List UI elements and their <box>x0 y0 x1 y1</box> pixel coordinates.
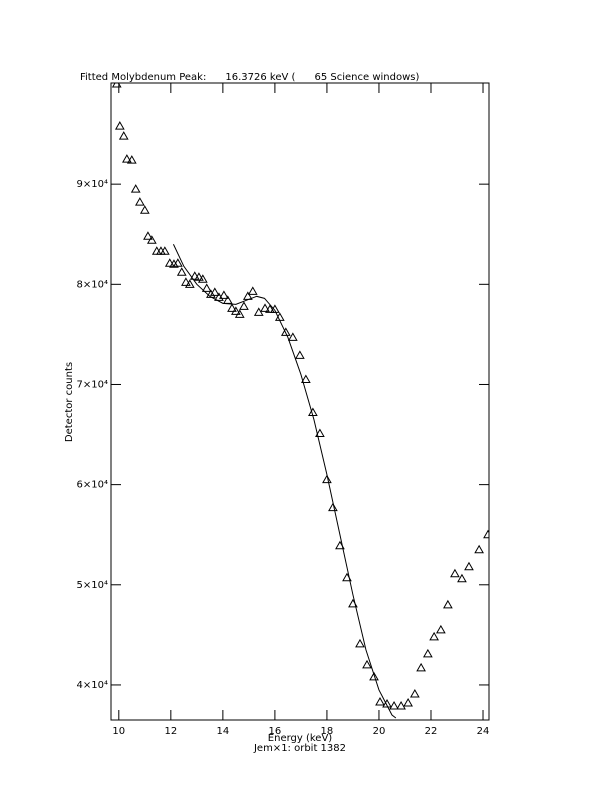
data-point <box>139 205 150 214</box>
data-point <box>126 155 137 164</box>
data-point <box>436 624 446 634</box>
data-point <box>457 573 467 583</box>
data-point <box>315 428 325 438</box>
data-point <box>375 696 385 706</box>
data-point <box>181 277 191 286</box>
data-point <box>114 121 125 130</box>
data-point <box>416 662 426 672</box>
x-tick-label: 16 <box>269 726 282 737</box>
plot-frame <box>110 82 490 721</box>
fit-line <box>172 244 397 719</box>
y-tick-label: 8×10⁴ <box>77 279 108 290</box>
data-point <box>429 631 439 641</box>
data-point <box>423 648 433 658</box>
data-point <box>382 698 392 708</box>
data-point <box>122 154 132 163</box>
data-point <box>389 700 399 710</box>
data-point <box>146 235 157 244</box>
y-axis-label: Detector counts <box>64 362 75 442</box>
data-point <box>474 544 484 554</box>
chart-title: Fitted Molybdenum Peak: 16.3726 keV ( 65… <box>80 72 420 83</box>
x-tick-label: 14 <box>216 726 229 737</box>
data-point <box>219 290 229 299</box>
data-point <box>143 231 153 240</box>
data-point <box>159 246 170 255</box>
data-point <box>328 502 338 512</box>
data-point <box>355 638 365 648</box>
x-tick-label: 24 <box>477 726 490 737</box>
data-point <box>247 286 258 295</box>
data-point <box>231 306 241 315</box>
data-point <box>118 131 129 140</box>
y-tick-label: 5×10⁴ <box>77 580 108 591</box>
x-tick-label: 18 <box>321 726 334 737</box>
data-point <box>287 332 298 341</box>
data-point <box>260 303 270 312</box>
data-point <box>172 258 183 267</box>
data-point <box>197 274 208 283</box>
data-point <box>176 267 187 276</box>
data-point <box>362 659 372 669</box>
y-tick-label: 7×10⁴ <box>77 379 108 390</box>
data-point <box>270 304 280 313</box>
subtitle: Jem×1: orbit 1382 <box>253 743 346 754</box>
data-point <box>194 272 204 281</box>
data-point <box>322 474 332 484</box>
data-point <box>280 327 291 336</box>
data-point <box>135 197 145 206</box>
x-tick-label: 10 <box>112 726 125 737</box>
x-tick-label: 20 <box>373 726 386 737</box>
data-point <box>130 184 141 193</box>
data-point <box>227 303 237 312</box>
data-point <box>483 529 489 539</box>
data-point <box>409 688 420 698</box>
x-tick-label: 12 <box>164 726 177 737</box>
data-point <box>189 271 200 280</box>
data-point <box>265 304 275 313</box>
data-point <box>169 259 179 268</box>
data-point <box>295 350 305 359</box>
y-tick-label: 4×10⁴ <box>77 680 108 691</box>
data-point <box>151 246 162 255</box>
data-point <box>239 301 249 310</box>
data-point <box>234 309 245 318</box>
data-point <box>464 561 474 571</box>
data-point <box>443 599 453 609</box>
y-tick-label: 9×10⁴ <box>77 179 108 190</box>
data-point <box>184 279 195 288</box>
data-point <box>300 374 311 383</box>
data-point <box>201 283 212 292</box>
data-point <box>403 697 413 707</box>
data-point <box>396 700 406 710</box>
data-point <box>164 258 175 267</box>
data-point <box>450 568 460 578</box>
data-point <box>369 671 379 681</box>
data-point <box>209 287 220 296</box>
data-point <box>111 83 122 88</box>
data-point <box>253 307 264 316</box>
y-tick-label: 6×10⁴ <box>77 480 108 491</box>
x-tick-label: 22 <box>425 726 438 737</box>
x-axis-label: Energy (keV) <box>268 733 333 744</box>
